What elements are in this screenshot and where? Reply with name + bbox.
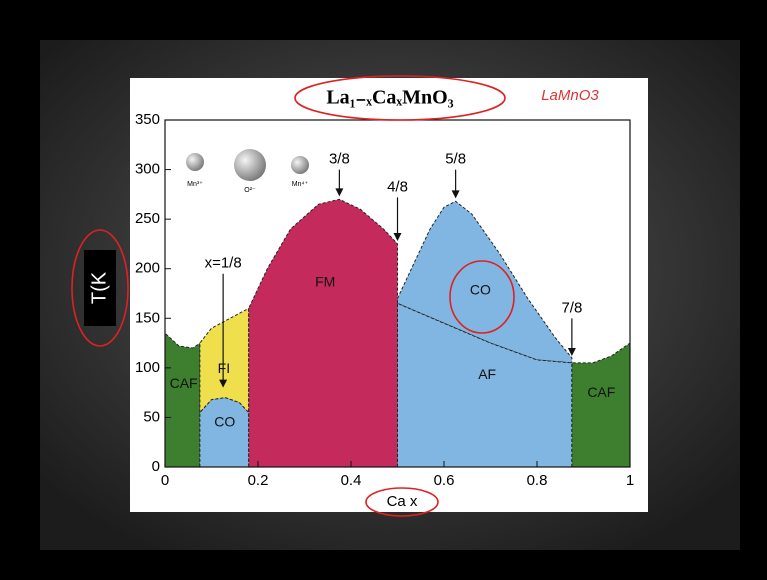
y-tick-label: 100 — [135, 359, 160, 376]
region-label: AF — [478, 366, 496, 382]
x-tick-label: 0.2 — [248, 472, 269, 489]
y-axis-label: T(K — [88, 271, 110, 304]
phase-region — [200, 398, 249, 467]
ion — [291, 156, 309, 174]
region-label: CAF — [587, 384, 615, 400]
annotation-label: 5/8 — [445, 151, 466, 168]
y-tick-label: 250 — [135, 210, 160, 227]
x-tick-label: 0.4 — [341, 472, 362, 489]
chart-title: La₁₋ₓCaₓMnO₃ — [326, 87, 453, 109]
phase-region — [165, 333, 200, 467]
x-tick-label: 0.8 — [527, 472, 548, 489]
annotation-label: x=1/8 — [205, 255, 242, 272]
annotation-label: 7/8 — [561, 299, 582, 316]
x-axis-label: Ca x — [387, 493, 418, 510]
y-tick-label: 350 — [135, 111, 160, 128]
region-label: FI — [218, 360, 230, 376]
ion-label: Mn³⁺ — [187, 181, 203, 188]
ion — [186, 153, 204, 171]
region-label: CO — [470, 281, 491, 297]
y-tick-label: 150 — [135, 309, 160, 326]
x-tick-label: 1 — [626, 472, 634, 489]
screen: T(K La₁₋ₓCaₓMnO₃ LaMnO3 Ca x CAF CO FI FM CO… — [0, 0, 767, 580]
x-tick-label: 0 — [161, 472, 169, 489]
region-label: FM — [315, 273, 335, 289]
region-label: CO — [214, 413, 235, 429]
region-label: CAF — [170, 375, 198, 391]
x-tick-label: 0.6 — [434, 472, 455, 489]
y-tick-label: 300 — [135, 161, 160, 178]
annotation-label: 3/8 — [329, 151, 350, 168]
ion-label: Mn⁴⁺ — [292, 181, 309, 188]
y-tick-label: 200 — [135, 260, 160, 277]
annotation-label: 4/8 — [387, 178, 408, 195]
y-tick-label: 0 — [152, 458, 160, 475]
ion-label: O²⁻ — [244, 187, 256, 194]
y-tick-label: 50 — [143, 408, 160, 425]
handwritten-note: LaMnO3 — [541, 87, 599, 104]
ion — [234, 149, 266, 181]
